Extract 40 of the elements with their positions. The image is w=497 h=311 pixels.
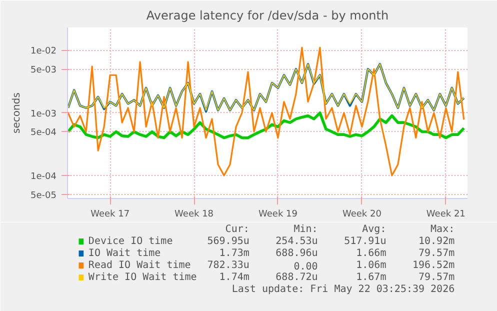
text: 688.72u <box>276 272 318 283</box>
text: 79.57m <box>418 248 455 259</box>
x-tick-label: Week 17 <box>90 210 130 220</box>
x-tick-label: Week 19 <box>258 210 298 220</box>
text: 10.92m <box>418 236 455 247</box>
legend-label: Write IO Wait time <box>88 272 197 283</box>
text: 1.73m <box>219 248 250 259</box>
text: 569.95u <box>207 236 250 247</box>
text: 1.66m <box>356 248 386 259</box>
text: Cur: <box>225 224 250 235</box>
text: 254.53u <box>276 236 318 247</box>
legend-label: Device IO time <box>88 236 173 247</box>
y-tick-label: 5e-04 <box>30 128 57 138</box>
y-tick-label: 1e-04 <box>30 172 57 182</box>
legend-label: Read IO Wait time <box>88 260 191 271</box>
text: 1.74m <box>219 272 250 283</box>
text: 688.96u <box>276 248 318 259</box>
text: 517.91u <box>344 236 386 247</box>
x-tick-label: Week 18 <box>174 210 214 220</box>
x-tick-label: Week 20 <box>342 210 382 220</box>
text: 1.67m <box>356 272 386 283</box>
y-tick-label: 5e-03 <box>30 66 57 76</box>
text: Last update: Fri May 22 03:25:39 2026 <box>232 284 455 295</box>
text: Avg: <box>362 224 386 235</box>
line-series <box>68 111 466 140</box>
text: 79.57m <box>418 272 455 283</box>
line-series <box>68 46 465 176</box>
y-axis-title: seconds <box>12 92 23 134</box>
chart-title: Average latency for /dev/sda - by month <box>146 8 389 22</box>
text: 1.06m <box>356 260 386 271</box>
text: Min: <box>294 224 318 235</box>
text: 782.33u <box>207 260 250 271</box>
text: 0.00 <box>294 262 318 272</box>
text: Max: <box>430 224 455 235</box>
y-tick-label: 1e-02 <box>30 46 57 57</box>
text: 196.52m <box>412 260 455 271</box>
y-tick-label: 1e-03 <box>30 109 57 120</box>
x-tick-label: Week 21 <box>426 210 466 220</box>
y-tick-label: 5e-05 <box>30 190 57 201</box>
legend-label: IO Wait time <box>88 248 161 259</box>
